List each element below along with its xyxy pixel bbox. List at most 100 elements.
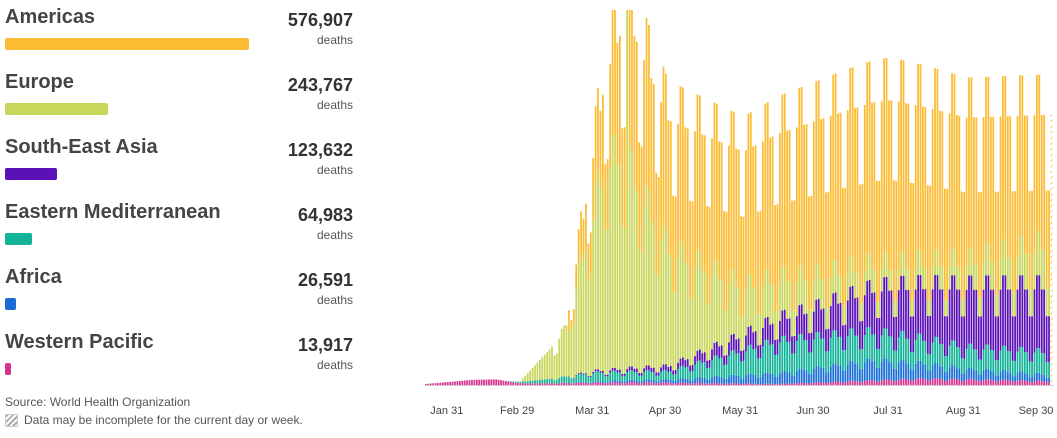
bar-eastern-mediterranean [655,375,658,382]
bar-americas [1014,191,1016,293]
bar-africa [892,368,895,382]
bar-africa [660,379,662,383]
bar-africa [713,376,716,384]
bar-western-pacific [1026,380,1029,385]
bar-eastern-mediterranean [735,353,738,376]
bar-americas [871,102,873,270]
bar-western-pacific [582,382,585,385]
bar-western-pacific [604,383,607,385]
bar-eastern-mediterranean [618,372,621,381]
bar-western-pacific [461,380,464,385]
bar-western-pacific [829,382,832,385]
bar-western-pacific [742,384,745,385]
bar-eastern-mediterranean [553,380,556,384]
bar-europe [560,328,563,377]
bar-americas [1006,116,1009,258]
bar-americas [730,110,733,270]
bar-western-pacific [820,382,822,385]
bar-africa [614,380,616,383]
bar-western-pacific [890,380,893,385]
bar-western-pacific [650,382,653,385]
bar-western-pacific [441,382,444,385]
bar-eastern-mediterranean [759,357,762,378]
bar-eastern-mediterranean [878,349,881,368]
bar-western-pacific [483,379,485,385]
bar-africa [749,373,752,384]
bar-eastern-mediterranean [667,372,670,380]
bar-western-pacific [509,381,512,385]
bar-western-pacific [1004,379,1007,385]
bar-europe [943,300,946,317]
bar-western-pacific [696,382,699,385]
bar-europe [718,278,721,347]
bar-western-pacific [665,382,667,385]
bar-western-pacific [451,381,454,385]
bar-africa [648,379,650,383]
x-tick-label: Apr 30 [649,405,681,417]
bar-western-pacific [1002,379,1004,385]
bar-europe [602,180,604,371]
bar-africa [582,382,585,383]
bar-europe [674,293,677,370]
bar-eastern-mediterranean [997,360,999,376]
bar-americas [992,116,995,261]
bar-eastern-mediterranean [817,332,820,366]
bar-eastern-mediterranean [594,371,597,382]
bar-americas [684,127,687,263]
bar-europe [745,289,747,336]
bar-africa [701,377,704,384]
bar-europe [825,308,827,330]
region-bar [5,363,11,375]
bar-eastern-mediterranean [742,361,745,379]
bar-americas [907,103,910,269]
bar-western-pacific [786,383,789,385]
bar-africa [1031,377,1033,383]
region-name: Africa [5,266,62,288]
bar-south-east-asia [825,329,827,352]
bar-europe [757,314,759,346]
bar-europe [800,265,803,305]
bar-europe [728,283,730,343]
bar-south-east-asia [1006,289,1009,352]
bar-americas [885,58,888,253]
bar-south-east-asia [868,280,871,328]
bar-south-east-asia [977,316,980,360]
bar-eastern-mediterranean [621,375,624,382]
x-tick-label: Feb 29 [500,405,534,417]
bar-south-east-asia [939,289,941,344]
bar-western-pacific [929,380,932,385]
bar-europe [570,331,573,379]
bar-europe [839,275,842,303]
bar-south-east-asia [662,364,665,371]
bar-africa [922,364,924,379]
bar-western-pacific [880,380,883,385]
bar-americas [662,66,665,224]
x-axis-ticks: Jan 31 Feb 29 Mar 31 Apr 30 May 31 Jun 30 Jul … [430,405,1053,417]
bar-western-pacific [628,382,631,385]
bar-europe [803,280,805,315]
bar-africa [997,375,999,382]
bar-africa [754,374,757,384]
bar-eastern-mediterranean [771,344,774,374]
bar-south-east-asia [888,290,890,337]
bar-western-pacific [798,382,801,385]
bar-eastern-mediterranean [832,330,835,364]
source-note: Source: World Health Organization [5,395,191,409]
bar-eastern-mediterranean [960,358,963,374]
bar-western-pacific [883,379,886,385]
bar-americas [640,146,643,254]
bar-africa [720,376,723,384]
bar-eastern-mediterranean [825,351,827,373]
bar-western-pacific [563,382,565,385]
bar-western-pacific [531,383,534,385]
bar-south-east-asia [786,318,789,342]
bar-western-pacific [878,381,881,385]
bar-eastern-mediterranean [660,372,662,380]
bar-western-pacific [1006,380,1009,385]
bar-eastern-mediterranean [689,371,692,381]
bar-south-east-asia [635,368,638,373]
bar-americas [827,191,830,308]
bar-eastern-mediterranean [679,366,682,379]
bar-south-east-asia [844,324,847,351]
bar-europe [892,301,895,317]
